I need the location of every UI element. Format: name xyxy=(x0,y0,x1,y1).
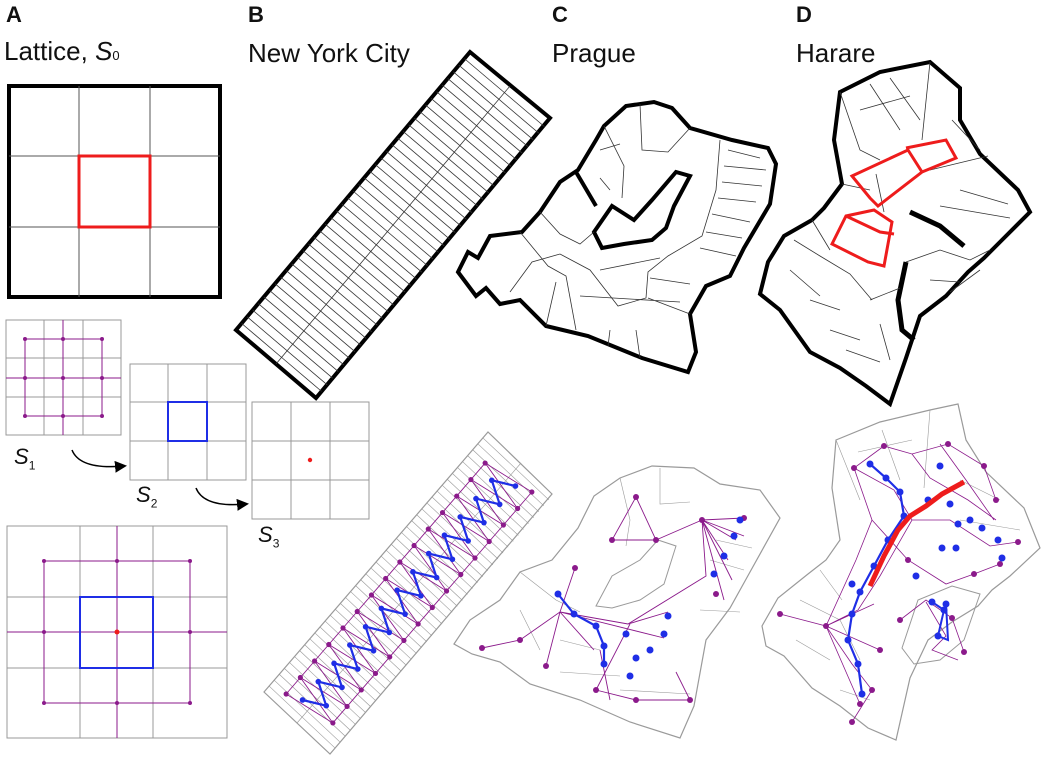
lattice-center-block xyxy=(77,154,152,229)
nyc-network xyxy=(263,431,553,755)
panel-title-a-symbol: S xyxy=(95,36,113,66)
harare-network xyxy=(761,403,1041,741)
panel-letter-b: B xyxy=(248,2,264,27)
panel-title-b: New York City xyxy=(248,38,410,68)
panel-letter-d: D xyxy=(796,2,812,27)
small-lattice-s3 xyxy=(251,401,370,520)
stage-label-s3: S3 xyxy=(258,522,279,550)
panel-title-d: Harare xyxy=(796,38,876,68)
stage-s3-sub: 3 xyxy=(272,536,280,551)
lattice-inner-lines xyxy=(9,86,220,297)
stage-s3-symbol: S xyxy=(258,522,273,547)
prague-block-map xyxy=(455,99,779,375)
stage-s1-sub: 1 xyxy=(28,458,36,473)
panel-title-a-sub: 0 xyxy=(112,48,120,63)
harare-level3-path xyxy=(867,479,966,588)
small-lattice-s2 xyxy=(129,363,247,481)
arrow-s2-s3 xyxy=(195,487,249,511)
lattice-s0 xyxy=(7,84,222,299)
panel-letter-c: C xyxy=(552,2,568,27)
small-lattice-s1 xyxy=(5,319,122,436)
lattice-boundary xyxy=(7,84,222,299)
panel-title-a: Lattice, S0 xyxy=(4,36,120,67)
stage-s2-sub: 2 xyxy=(150,496,158,511)
stage-label-s2: S2 xyxy=(136,482,157,510)
panel-title-c: Prague xyxy=(552,38,636,68)
panel-title-a-text: Lattice, xyxy=(4,36,96,66)
combined-lattice xyxy=(6,525,228,739)
stage-label-s1: S1 xyxy=(14,444,35,472)
arrow-s1-s2 xyxy=(71,449,127,473)
panel-letter-a: A xyxy=(6,2,22,27)
prague-network xyxy=(453,465,781,739)
stage-s1-symbol: S xyxy=(14,444,29,469)
stage-s2-symbol: S xyxy=(136,482,151,507)
nyc-block-map xyxy=(233,49,553,401)
harare-block-map xyxy=(757,59,1033,408)
